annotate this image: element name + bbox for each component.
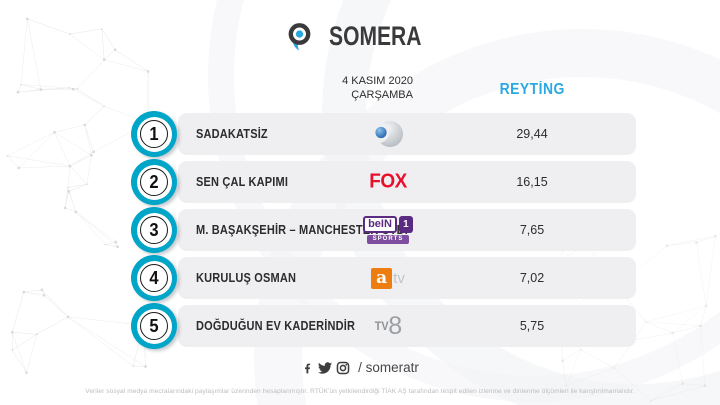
rank-number: 2 [149,171,159,192]
show-title: SEN ÇAL KAPIMI [196,175,289,189]
rank-number: 4 [149,267,159,288]
rank-number: 3 [149,219,159,240]
social-handle[interactable]: / someratr [358,360,419,375]
tv8-tv-mark: TV [374,319,389,333]
rating-value: 7,02 [519,271,545,285]
brand-name: SOMERA [328,21,422,51]
rank-number: 1 [149,123,159,144]
row-bar [178,257,636,299]
rating-value: 29,44 [516,127,548,141]
show-title: SADAKATSİZ [196,127,268,141]
rank-badge: 2 [131,159,177,205]
tv8-logo: TV 8 [352,305,424,347]
ranking-row: 1 SADAKATSİZ 29,44 [0,111,720,157]
rank-badge: 3 [131,207,177,253]
social-bar: / someratr [0,360,720,375]
atv-tv-mark: tv [393,269,405,287]
rating-value: 7,65 [519,223,545,237]
bein-channel-number: 1 [398,216,413,234]
date-line1: 4 KASIM 2020 [342,75,413,87]
row-bar [178,305,636,347]
bein-sports-label: SPORTS [366,234,410,244]
somera-logo: SOMERA [0,21,720,52]
rating-column-header: REYTİNG [499,81,565,98]
tv8-eight-mark: 8 [388,311,403,340]
date-block: 4 KASIM 2020 ÇARŞAMBA [342,75,413,102]
row-bar [178,161,636,203]
bein-sports-logo: beIN 1 SPORTS [352,209,424,251]
atv-logo: a tv [352,257,424,299]
rank-badge: 5 [131,303,177,349]
show-title: DOĞDUĞUN EV KADERİNDİR [196,319,356,333]
kanal-d-logo [352,113,424,155]
ranking-row: 5 DOĞDUĞUN EV KADERİNDİR TV 8 5,75 [0,303,720,349]
row-bar [178,113,636,155]
show-title: KURULUŞ OSMAN [196,271,297,285]
fox-wordmark: FOX [369,170,407,193]
ranking-row: 3 M. BAŞAKŞEHİR – MANCHESTER UTD. beIN 1… [0,207,720,253]
atv-a-mark: a [371,267,393,289]
show-title: M. BAŞAKŞEHİR – MANCHESTER UTD. [196,223,409,237]
ranking-row: 4 KURULUŞ OSMAN a tv 7,02 [0,255,720,301]
date-line2: ÇARŞAMBA [351,88,413,101]
rating-value: 5,75 [519,319,545,333]
twitter-icon[interactable] [317,361,333,375]
kanal-d-sphere-icon [371,121,403,147]
rating-value: 16,15 [516,175,548,189]
rank-badge: 1 [131,111,177,157]
facebook-icon[interactable] [301,361,314,375]
rank-number: 5 [149,315,159,336]
ranking-row: 2 SEN ÇAL KAPIMI FOX 16,15 [0,159,720,205]
fox-logo: FOX [352,161,424,203]
rank-badge: 4 [131,255,177,301]
somera-pin-icon [288,22,311,50]
bein-wordmark: beIN [363,216,397,234]
disclaimer-text: Veriler sosyal medya mecralarındaki payl… [85,388,635,395]
instagram-icon[interactable] [336,361,350,375]
